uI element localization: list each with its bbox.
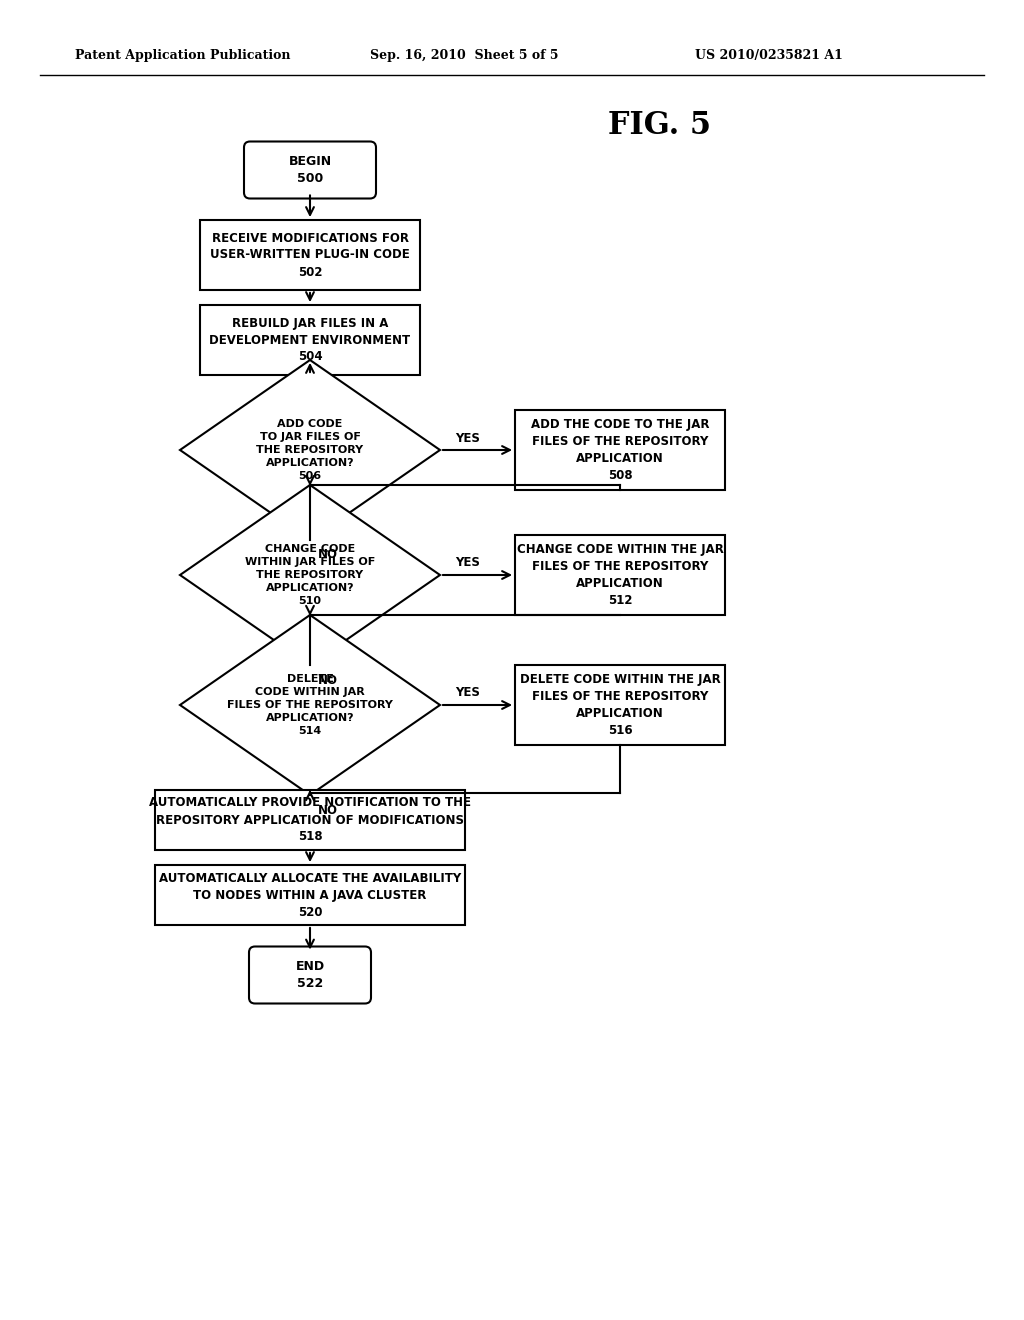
- Text: BEGIN
500: BEGIN 500: [289, 154, 332, 185]
- Bar: [155, 789, 465, 850]
- Text: NO: NO: [318, 804, 338, 817]
- Bar: [515, 665, 725, 744]
- Text: FIG. 5: FIG. 5: [608, 110, 712, 140]
- Text: YES: YES: [456, 686, 480, 700]
- Text: ADD THE CODE TO THE JAR
FILES OF THE REPOSITORY
APPLICATION
508: ADD THE CODE TO THE JAR FILES OF THE REP…: [530, 418, 710, 482]
- Text: CHANGE CODE
WITHIN JAR FILES OF
THE REPOSITORY
APPLICATION?
510: CHANGE CODE WITHIN JAR FILES OF THE REPO…: [245, 544, 375, 606]
- Text: REBUILD JAR FILES IN A
DEVELOPMENT ENVIRONMENT
504: REBUILD JAR FILES IN A DEVELOPMENT ENVIR…: [210, 317, 411, 363]
- Text: DELETE CODE WITHIN THE JAR
FILES OF THE REPOSITORY
APPLICATION
516: DELETE CODE WITHIN THE JAR FILES OF THE …: [519, 673, 720, 737]
- Text: RECEIVE MODIFICATIONS FOR
USER-WRITTEN PLUG-IN CODE
502: RECEIVE MODIFICATIONS FOR USER-WRITTEN P…: [210, 231, 410, 279]
- Text: NO: NO: [318, 549, 338, 561]
- FancyBboxPatch shape: [244, 141, 376, 198]
- Bar: [200, 220, 420, 290]
- Text: DELETE
CODE WITHIN JAR
FILES OF THE REPOSITORY
APPLICATION?
514: DELETE CODE WITHIN JAR FILES OF THE REPO…: [227, 673, 393, 737]
- Text: AUTOMATICALLY ALLOCATE THE AVAILABILITY
TO NODES WITHIN A JAVA CLUSTER
520: AUTOMATICALLY ALLOCATE THE AVAILABILITY …: [159, 871, 461, 919]
- Bar: [200, 305, 420, 375]
- Polygon shape: [180, 360, 440, 540]
- Text: US 2010/0235821 A1: US 2010/0235821 A1: [695, 49, 843, 62]
- Text: YES: YES: [456, 557, 480, 569]
- Text: AUTOMATICALLY PROVIDE NOTIFICATION TO THE
REPOSITORY APPLICATION OF MODIFICATION: AUTOMATICALLY PROVIDE NOTIFICATION TO TH…: [150, 796, 471, 843]
- Text: Sep. 16, 2010  Sheet 5 of 5: Sep. 16, 2010 Sheet 5 of 5: [370, 49, 558, 62]
- Bar: [155, 865, 465, 925]
- Text: END
522: END 522: [296, 960, 325, 990]
- Text: Patent Application Publication: Patent Application Publication: [75, 49, 291, 62]
- Text: NO: NO: [318, 673, 338, 686]
- Polygon shape: [180, 484, 440, 665]
- FancyBboxPatch shape: [249, 946, 371, 1003]
- Text: CHANGE CODE WITHIN THE JAR
FILES OF THE REPOSITORY
APPLICATION
512: CHANGE CODE WITHIN THE JAR FILES OF THE …: [516, 543, 723, 607]
- Bar: [515, 535, 725, 615]
- Text: YES: YES: [456, 432, 480, 445]
- Polygon shape: [180, 615, 440, 795]
- Text: ADD CODE
TO JAR FILES OF
THE REPOSITORY
APPLICATION?
506: ADD CODE TO JAR FILES OF THE REPOSITORY …: [256, 418, 364, 482]
- Bar: [515, 411, 725, 490]
